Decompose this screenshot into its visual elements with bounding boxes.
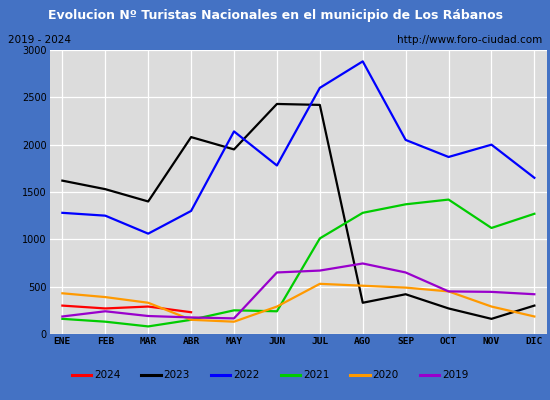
Text: 2023: 2023 [163,370,190,380]
Text: 2020: 2020 [372,370,399,380]
Text: 2019 - 2024: 2019 - 2024 [8,35,71,45]
Text: 2022: 2022 [233,370,260,380]
Text: http://www.foro-ciudad.com: http://www.foro-ciudad.com [397,35,542,45]
Text: 2024: 2024 [94,370,120,380]
Text: 2021: 2021 [303,370,329,380]
Text: 2019: 2019 [442,370,469,380]
Text: Evolucion Nº Turistas Nacionales en el municipio de Los Rábanos: Evolucion Nº Turistas Nacionales en el m… [47,8,503,22]
